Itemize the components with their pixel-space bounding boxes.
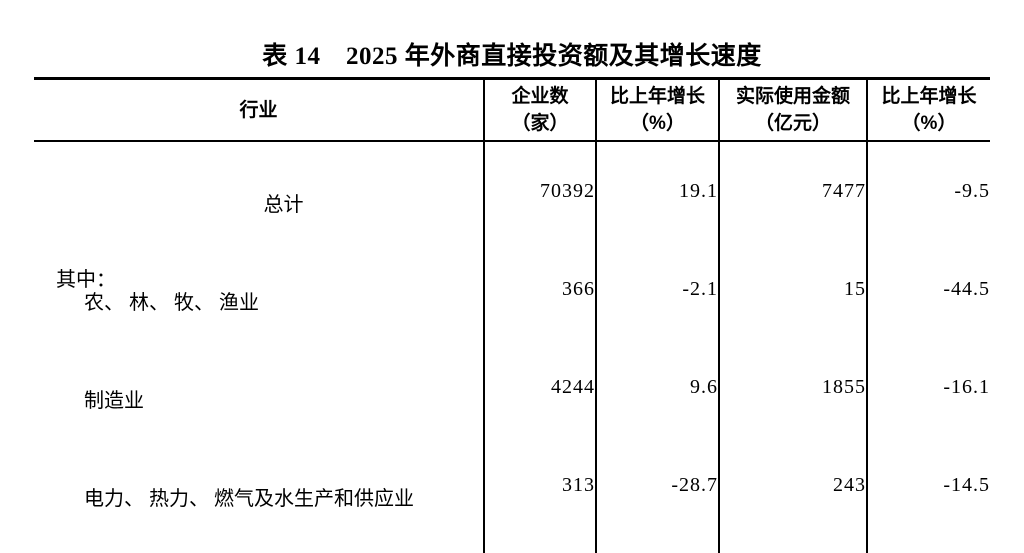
growth-amount-cell: -21.1 <box>866 534 990 553</box>
table-row: 总计 70392 19.1 7477 -9.5 <box>34 141 990 240</box>
column-header-enterprises: 企业数 （家） <box>483 78 596 142</box>
growth-amount-cell: -14.5 <box>866 436 990 534</box>
enterprises-cell: 366 <box>483 240 596 338</box>
table-title: 表 14 2025 年外商直接投资额及其增长速度 <box>262 43 762 70</box>
growth-enterprises-cell: 19.1 <box>595 141 719 240</box>
amount-cell: 243 <box>718 436 867 534</box>
growth-amount-cell: -9.5 <box>866 141 990 240</box>
growth-enterprises-cell: -28.7 <box>595 436 719 534</box>
table-row: 其中： 农、 林、 牧、 渔业 366 -2.1 15 -44.5 <box>34 240 990 338</box>
column-header-label: 比上年增长 <box>881 86 977 107</box>
fdi-table: 行业 企业数 （家） 比上年增长 （%） 实际使用金额 （亿元） 比上年增长 <box>34 77 990 553</box>
table-row: 制造业 4244 9.6 1855 -16.1 <box>34 338 990 436</box>
amount-cell: 15 <box>718 240 867 338</box>
industry-name: 电力、 热力、 燃气及水生产和供应业 <box>84 488 414 510</box>
industry-name: 制造业 <box>84 390 144 412</box>
growth-amount-cell: -16.1 <box>866 338 990 436</box>
industry-cell: 电力、 热力、 燃气及水生产和供应业 <box>34 436 484 534</box>
enterprises-cell: 1054 <box>483 534 596 553</box>
growth-enterprises-cell: 9.6 <box>595 338 719 436</box>
column-header-unit: （%） <box>901 113 957 134</box>
column-header-label: 比上年增长 <box>609 86 705 107</box>
amount-cell: 88 <box>718 534 867 553</box>
column-header-industry: 行业 <box>34 78 484 142</box>
enterprises-cell: 313 <box>483 436 596 534</box>
column-header-label: 实际使用金额 <box>735 86 850 107</box>
column-header-amount: 实际使用金额 （亿元） <box>718 78 867 142</box>
industry-name: 农、 林、 牧、 渔业 <box>84 292 259 314</box>
column-header-growth-amount: 比上年增长 （%） <box>866 78 990 142</box>
column-header-label: 行业 <box>239 99 278 121</box>
amount-cell: 1855 <box>718 338 867 436</box>
industry-cell: 交通运输、 仓储和邮政业 <box>34 534 484 553</box>
enterprises-cell: 70392 <box>483 141 596 240</box>
growth-enterprises-cell: 25.8 <box>595 534 719 553</box>
column-header-label: 企业数 <box>511 86 569 107</box>
column-header-unit: （%） <box>630 113 685 134</box>
amount-cell: 7477 <box>718 141 867 240</box>
growth-amount-cell: -44.5 <box>866 240 990 338</box>
industry-cell: 总计 <box>34 141 484 240</box>
column-header-unit: （家） <box>511 113 569 134</box>
enterprises-cell: 4244 <box>483 338 596 436</box>
industry-cell: 其中： 农、 林、 牧、 渔业 <box>34 240 484 338</box>
column-header-unit: （亿元） <box>754 113 831 134</box>
table-header-row: 行业 企业数 （家） 比上年增长 （%） 实际使用金额 （亿元） 比上年增长 <box>34 78 990 142</box>
column-header-growth-enterprises: 比上年增长 （%） <box>595 78 719 142</box>
industry-name: 总计 <box>263 194 304 216</box>
row-prefix: 其中： <box>56 269 116 291</box>
table-row: 交通运输、 仓储和邮政业 1054 25.8 88 -21.1 <box>34 534 990 553</box>
industry-cell: 制造业 <box>34 338 484 436</box>
table-row: 电力、 热力、 燃气及水生产和供应业 313 -28.7 243 -14.5 <box>34 436 990 534</box>
growth-enterprises-cell: -2.1 <box>595 240 719 338</box>
